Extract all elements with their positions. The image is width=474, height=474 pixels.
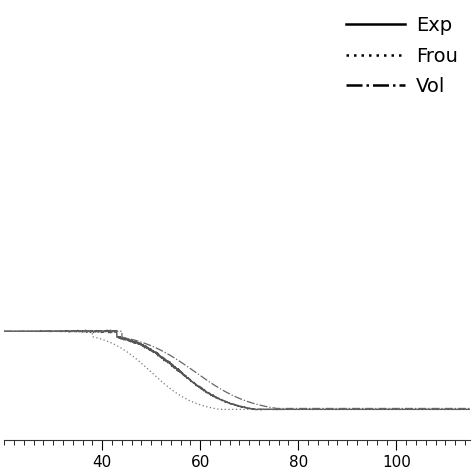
Exp [454, 407, 460, 412]
Frou [454, 407, 459, 412]
Exp [216, 395, 221, 401]
Exp [104, 327, 110, 333]
Vol [368, 406, 374, 411]
Vol [1, 328, 7, 334]
Exp [454, 407, 459, 412]
Vol [454, 406, 459, 411]
Line: Vol: Vol [4, 331, 470, 409]
Vol [274, 406, 280, 411]
Exp [258, 407, 264, 413]
Legend: Exp, Frou, Vol: Exp, Frou, Vol [338, 8, 466, 104]
Vol [215, 385, 221, 391]
Frou [454, 407, 459, 412]
Frou [368, 407, 374, 412]
Vol [25, 328, 31, 334]
Frou [228, 407, 234, 412]
Frou [217, 407, 222, 412]
Frou [25, 328, 31, 334]
Exp [467, 407, 473, 412]
Line: Frou: Frou [4, 331, 470, 410]
Exp [368, 407, 374, 412]
Frou [467, 407, 473, 412]
Frou [215, 406, 221, 412]
Frou [1, 328, 7, 334]
Vol [467, 406, 473, 411]
Vol [228, 392, 233, 397]
Exp [1, 328, 7, 334]
Exp [25, 328, 31, 334]
Vol [454, 406, 459, 411]
Line: Exp: Exp [4, 330, 470, 410]
Exp [228, 401, 234, 407]
